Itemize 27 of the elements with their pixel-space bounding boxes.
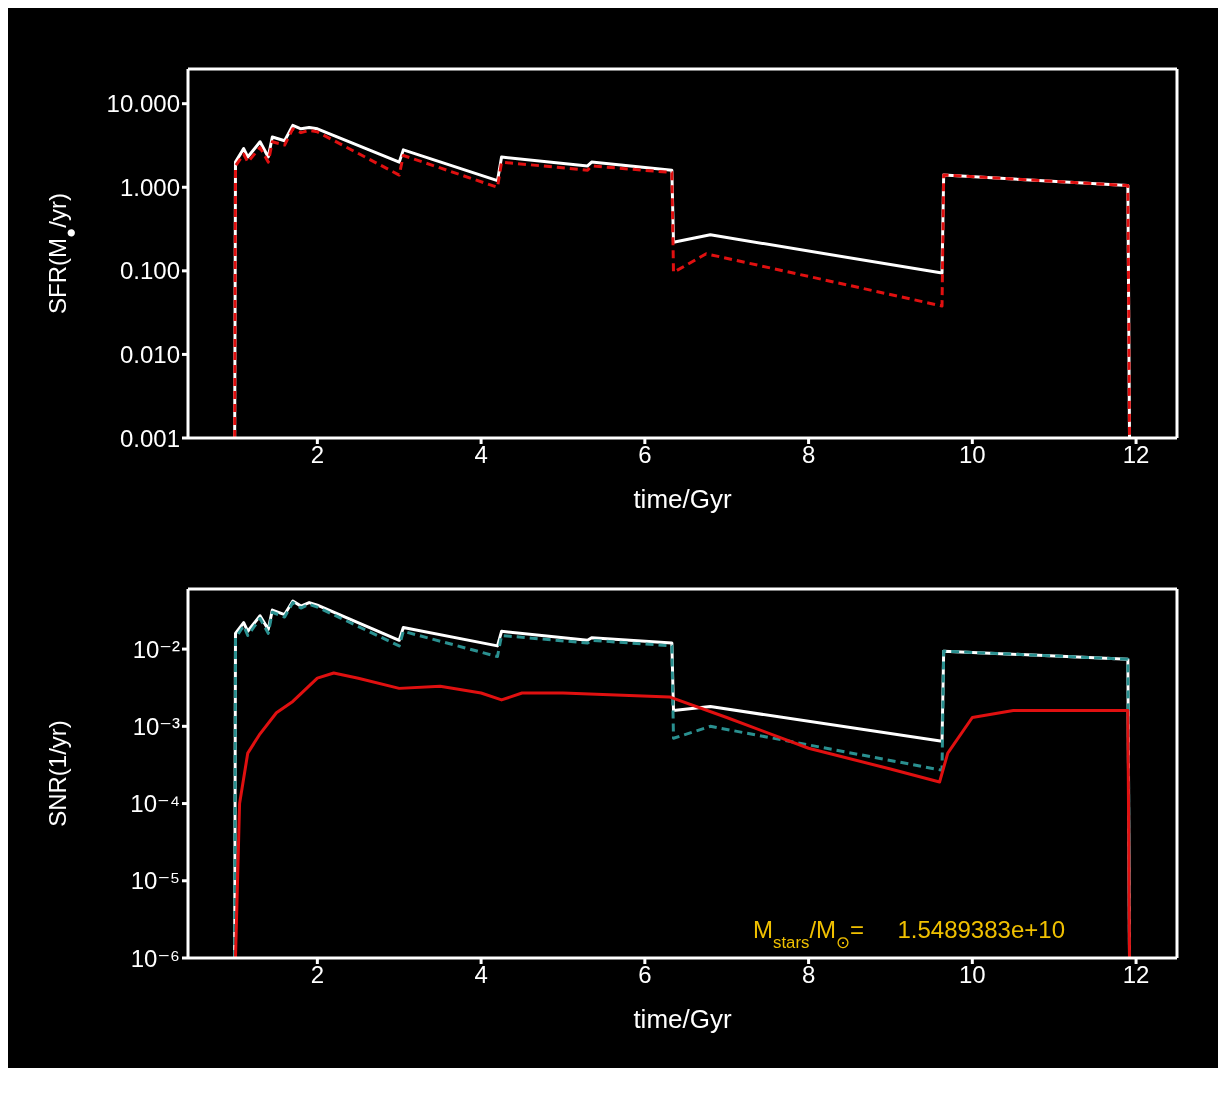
x-tick-label: 2	[310, 961, 325, 989]
x-tick-label: 8	[801, 961, 816, 989]
y-tick-label: 10⁻⁴	[130, 790, 180, 818]
x-tick-label: 6	[638, 961, 652, 989]
y-tick-label: 10⁻³	[132, 712, 180, 740]
y-tick-label: 1.000	[119, 173, 180, 201]
x-tick-label: 4	[474, 441, 488, 469]
x-axis-title: time/Gyr	[633, 484, 732, 514]
x-tick-label: 12	[1122, 441, 1150, 469]
y-tick-label: 10⁻²	[132, 635, 180, 663]
y-axis-title: SNR(1/yr)	[44, 720, 71, 827]
y-tick-label: 10⁻⁵	[130, 867, 180, 895]
y-tick-label: 0.100	[119, 257, 180, 285]
x-tick-label: 4	[474, 961, 488, 989]
x-tick-label: 10	[958, 441, 986, 469]
x-tick-label: 10	[958, 961, 986, 989]
y-tick-label: 0.010	[119, 340, 180, 368]
line-series	[233, 671, 1132, 958]
x-tick-label: 2	[310, 441, 325, 469]
x-axis-title: time/Gyr	[633, 1004, 732, 1034]
x-tick-label: 12	[1122, 961, 1150, 989]
x-tick-label: 6	[638, 441, 652, 469]
annotation: M$_{stars}$/M$_{⊙}$= 1.5489383e+10	[753, 916, 1065, 952]
y-tick-label: 0.001	[119, 424, 180, 452]
y-tick-label: 10⁻⁶	[130, 944, 180, 972]
x-tick-label: 8	[801, 441, 816, 469]
y-tick-label: 10.000	[106, 90, 180, 118]
